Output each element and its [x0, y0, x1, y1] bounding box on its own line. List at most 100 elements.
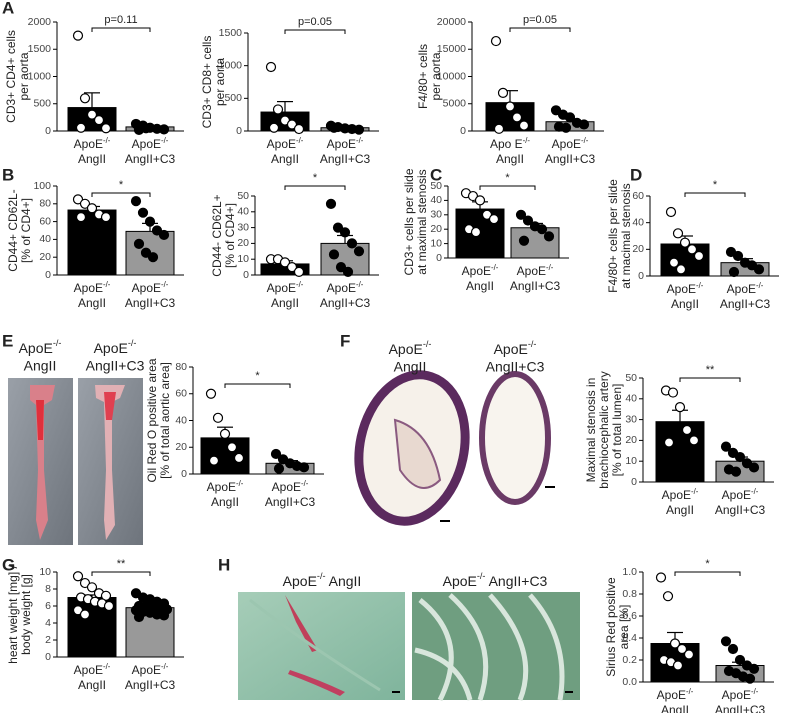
data-point	[497, 87, 509, 98]
y-axis-label: CD3+ CD8+ cells	[200, 36, 214, 129]
data-point	[279, 257, 291, 268]
data-point	[75, 212, 87, 223]
y-tick-label: 10	[237, 253, 249, 265]
y-tick-label: 0	[631, 476, 637, 488]
y-tick-label: 1.0	[622, 566, 637, 578]
y-tick-label: 0.0	[622, 676, 637, 688]
x-tick-label: ApoE-/-AngII+C3	[265, 479, 316, 510]
data-point	[665, 206, 677, 218]
y-tick-label: 1000	[28, 70, 52, 82]
y-axis-label: body weight [g]	[19, 574, 33, 655]
y-axis-label: at maximal stenosis	[415, 169, 429, 274]
image-label: AngII	[394, 359, 427, 375]
significance-label: *	[255, 370, 260, 382]
data-point	[233, 452, 245, 464]
image-label: AngII	[24, 358, 57, 374]
data-point	[543, 231, 555, 242]
y-tick-label: 0	[45, 651, 51, 663]
data-point	[158, 229, 170, 241]
y-tick-label: 80	[39, 198, 51, 210]
data-point	[79, 93, 91, 104]
data-point	[353, 124, 365, 135]
data-point	[93, 114, 105, 126]
data-point	[536, 224, 548, 235]
significance-label: *	[313, 172, 318, 184]
y-tick-label: 0	[236, 125, 242, 137]
y-tick-label: 15000	[437, 43, 466, 55]
y-tick-label: 0	[45, 125, 51, 137]
y-axis-label: at macimal stenosis	[619, 183, 633, 288]
panel-letter: C	[430, 165, 442, 184]
y-axis-label: [% of CD4+]	[223, 203, 237, 268]
x-tick-label: ApoE-/-AngII	[657, 687, 694, 713]
significance-label: p=0.05	[298, 16, 332, 28]
data-point	[72, 30, 84, 41]
data-point	[490, 35, 502, 47]
y-tick-label: 10	[430, 237, 442, 249]
image-label: ApoE-/- AngII+C3	[443, 571, 548, 588]
y-axis-label: per aorta	[17, 52, 31, 100]
panel-letter: A	[2, 0, 14, 17]
data-point	[493, 123, 505, 134]
y-axis-label: area [%]	[617, 605, 631, 650]
data-point	[286, 262, 298, 273]
y-tick-label: 0	[243, 269, 249, 281]
y-tick-label: 60	[632, 190, 644, 202]
data-point	[504, 101, 516, 112]
data-point	[335, 262, 347, 273]
y-tick-label: 1000	[219, 59, 243, 71]
image-label: ApoE-/-	[389, 339, 432, 356]
y-tick-label: 6	[45, 600, 51, 612]
x-tick-label: ApoE-/-AngII+C3	[715, 687, 766, 713]
data-point	[720, 636, 732, 647]
histology-images	[238, 592, 580, 702]
y-axis-label: CD44+ CD62L-	[6, 189, 20, 271]
data-point	[270, 448, 282, 460]
x-tick-label: ApoE-/-AngII	[74, 136, 111, 167]
y-tick-label: 10	[39, 566, 51, 578]
y-axis-label: F4/80+ cells	[416, 44, 430, 109]
data-point	[679, 237, 691, 248]
significance-label: **	[706, 364, 715, 376]
x-tick-label: ApoE-/-AngII+C3	[320, 136, 371, 167]
data-point	[728, 266, 740, 278]
x-tick-label: Apo E-/-AngII	[490, 136, 530, 167]
data-point	[293, 266, 305, 277]
data-point	[748, 462, 760, 473]
data-point	[325, 198, 337, 209]
y-tick-label: 1500	[28, 43, 52, 55]
y-tick-label: 0	[181, 468, 187, 480]
data-point	[488, 214, 500, 225]
data-point	[72, 194, 84, 205]
y-axis-label: Maximal stenosis in	[584, 378, 598, 483]
y-tick-label: 0	[45, 269, 51, 281]
image-label: ApoE-/-	[94, 338, 137, 355]
data-point	[734, 654, 746, 666]
y-tick-label: 40	[237, 206, 249, 218]
significance-label: *	[119, 179, 124, 191]
y-tick-label: 30	[430, 209, 442, 221]
image-label: AngII+C3	[86, 358, 145, 374]
significance-bracket	[674, 571, 741, 576]
data-point	[133, 238, 145, 249]
x-tick-label: ApoE-/-AngII+C3	[125, 662, 176, 693]
x-tick-label: ApoE-/-AngII	[207, 479, 244, 510]
data-point	[748, 663, 760, 674]
significance-bracket	[91, 27, 151, 32]
x-tick-label: ApoE-/-AngII	[267, 280, 304, 311]
data-point	[86, 109, 98, 120]
significance-label: *	[705, 558, 710, 570]
data-point	[663, 437, 675, 448]
data-point	[727, 643, 739, 655]
data-point	[688, 435, 700, 446]
data-point	[667, 387, 679, 398]
significance-bracket	[679, 377, 741, 382]
aorta-photos	[8, 378, 143, 545]
y-tick-label: 2	[45, 634, 51, 646]
significance-label: *	[713, 179, 718, 191]
data-point	[298, 462, 310, 473]
y-tick-label: 500	[33, 98, 51, 110]
data-point	[686, 244, 698, 255]
y-tick-label: 60	[175, 388, 187, 400]
y-axis-label: [% of CD4+]	[19, 198, 33, 263]
